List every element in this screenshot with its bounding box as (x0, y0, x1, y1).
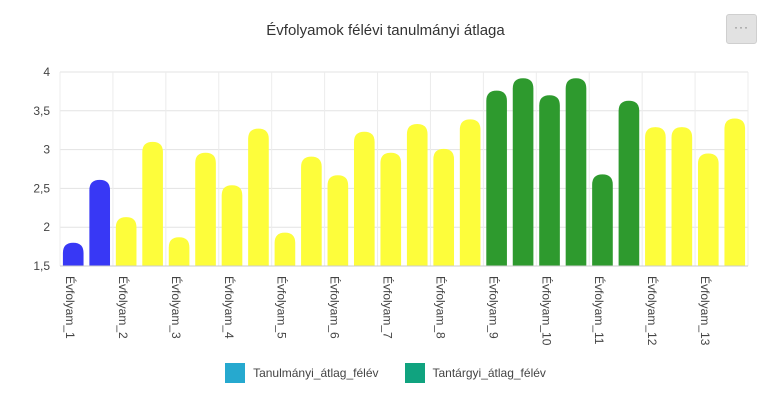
x-tick-label: Évfolyam_2 (116, 276, 131, 339)
bar[interactable] (671, 127, 693, 266)
bar[interactable] (697, 153, 719, 266)
bar[interactable] (406, 123, 428, 266)
x-tick-label: Évfolyam_8 (433, 276, 448, 339)
legend-item-tanulmanyi[interactable]: Tanulmányi_átlag_félév (225, 363, 379, 383)
bar[interactable] (459, 119, 481, 266)
bar[interactable] (380, 152, 402, 266)
bar[interactable] (62, 242, 84, 266)
grid-layer (59, 71, 749, 267)
chart-menu-button[interactable]: ··· (726, 14, 757, 44)
bar[interactable] (195, 152, 216, 266)
chart-title: Évfolyamok félévi tanulmányi átlaga (266, 22, 505, 39)
bar[interactable] (327, 175, 349, 266)
y-tick-label: 1,5 (33, 259, 50, 273)
x-tick-label: Évfolyam_5 (275, 276, 290, 339)
bar[interactable] (274, 232, 296, 266)
bar[interactable] (301, 156, 322, 266)
menu-dots-icon: ··· (734, 20, 749, 34)
bar[interactable] (539, 95, 560, 266)
x-tick-label: Évfolyam_12 (645, 276, 660, 346)
bar[interactable] (565, 78, 587, 266)
y-tick-label: 3,5 (33, 104, 50, 118)
x-tick-label: Évfolyam_13 (698, 276, 713, 346)
x-tick-label: Évfolyam_4 (222, 276, 237, 339)
bar[interactable] (115, 217, 137, 266)
axis-layer: 1,5 2 2,5 3 3,5 4 Évfolyam_1 Évfolyam_2 Évfolyam… (33, 65, 748, 346)
y-tick-label: 2 (43, 220, 50, 234)
x-tick-label: Évfolyam_7 (381, 276, 396, 339)
bar[interactable] (724, 118, 746, 266)
bar[interactable] (89, 179, 111, 266)
bar[interactable] (486, 90, 507, 267)
y-tick-label: 4 (43, 65, 50, 79)
legend-label-tantargyi: Tantárgyi_átlag_félév (432, 366, 546, 380)
x-tick-label: Évfolyam_9 (486, 276, 501, 339)
x-tick-label: Évfolyam_3 (169, 276, 184, 339)
legend-item-tantargyi[interactable]: Tantárgyi_átlag_félév (404, 363, 546, 383)
x-tick-label: Évfolyam_1 (63, 276, 78, 339)
bar[interactable] (645, 127, 666, 266)
bar[interactable] (142, 141, 163, 266)
y-tick-label: 2,5 (33, 181, 50, 195)
legend-swatch-tanulmanyi (225, 363, 246, 383)
legend-swatch-tantargyi (404, 363, 425, 383)
bar[interactable] (221, 185, 243, 266)
bar[interactable] (168, 237, 190, 266)
x-tick-label: Évfolyam_10 (539, 276, 554, 346)
bar[interactable] (512, 78, 534, 266)
x-tick-label: Évfolyam_6 (328, 276, 343, 339)
bar[interactable] (353, 131, 375, 266)
bar[interactable] (433, 148, 455, 266)
legend-label-tanulmanyi: Tanulmányi_átlag_félév (253, 366, 379, 380)
bar[interactable] (592, 174, 613, 266)
legend: Tanulmányi_átlag_félév Tantárgyi_átlag_f… (0, 363, 771, 383)
bar-layer (62, 78, 746, 267)
bar[interactable] (248, 128, 269, 266)
y-tick-label: 3 (43, 143, 50, 157)
bar[interactable] (618, 100, 640, 266)
x-tick-label: Évfolyam_11 (592, 276, 607, 345)
